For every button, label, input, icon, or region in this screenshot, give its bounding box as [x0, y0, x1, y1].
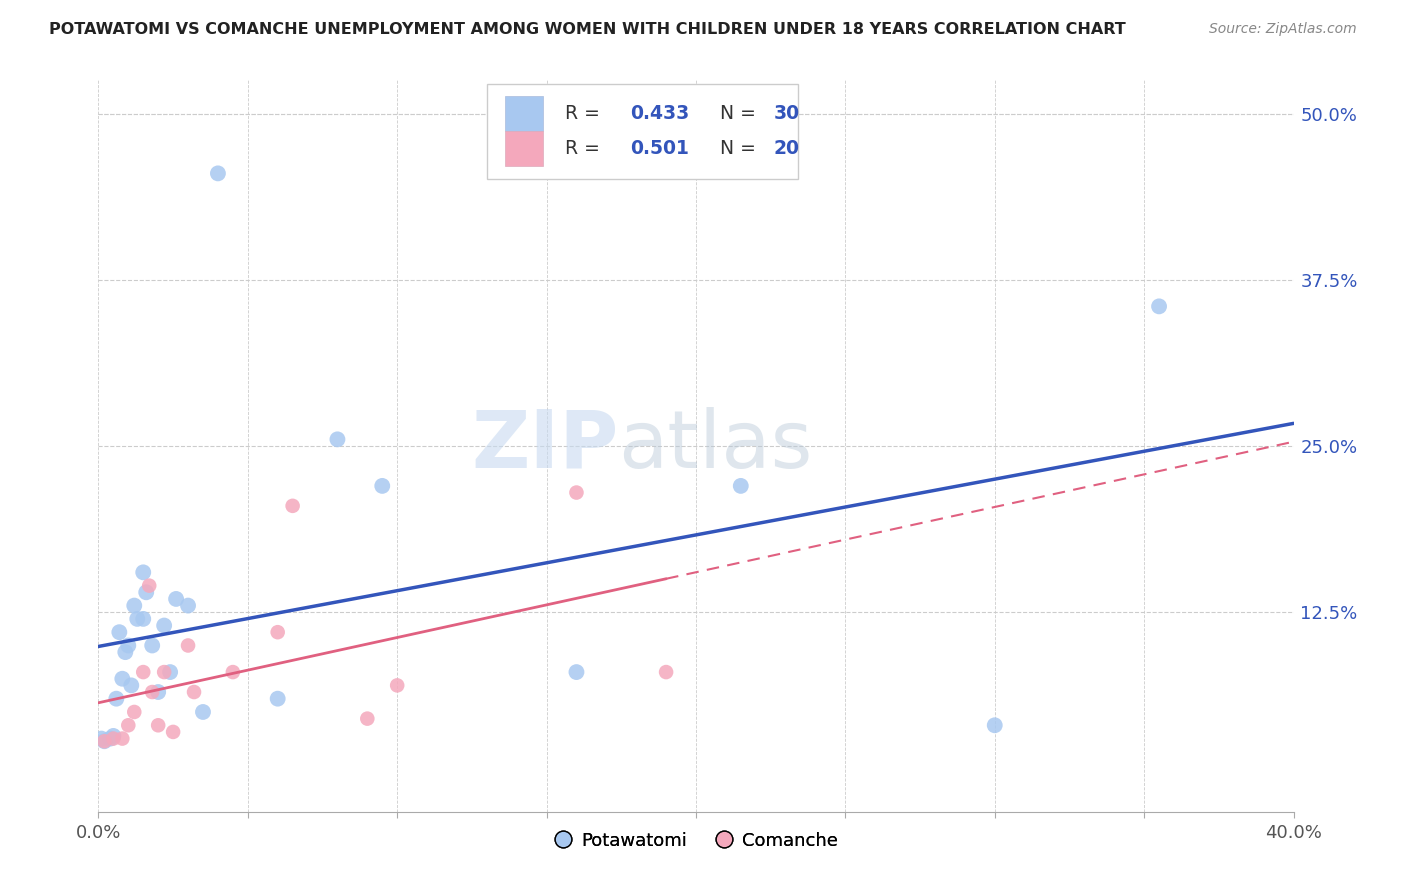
Point — [141, 639, 163, 653]
Point — [385, 678, 409, 692]
Point — [165, 591, 187, 606]
Point — [132, 665, 155, 679]
Point — [127, 612, 149, 626]
Text: Source: ZipAtlas.com: Source: ZipAtlas.com — [1209, 22, 1357, 37]
Point — [90, 731, 112, 746]
Point — [565, 665, 588, 679]
Text: atlas: atlas — [619, 407, 813, 485]
Point — [108, 625, 131, 640]
Point — [111, 672, 134, 686]
Point — [356, 712, 378, 726]
Text: 20: 20 — [773, 139, 800, 158]
Point — [565, 485, 588, 500]
Point — [326, 433, 349, 447]
Point — [93, 734, 115, 748]
Point — [267, 691, 290, 706]
Point — [371, 479, 394, 493]
Point — [103, 729, 125, 743]
Point — [117, 639, 139, 653]
Point — [730, 479, 752, 493]
Text: 0.433: 0.433 — [630, 104, 689, 123]
Point — [141, 685, 163, 699]
Point — [177, 599, 200, 613]
Point — [183, 685, 205, 699]
Point — [207, 166, 229, 180]
Point — [655, 665, 678, 679]
Point — [111, 731, 134, 746]
Text: R =: R = — [565, 104, 606, 123]
Point — [124, 705, 146, 719]
Point — [191, 705, 214, 719]
Point — [984, 718, 1007, 732]
Point — [138, 579, 160, 593]
Point — [267, 625, 290, 640]
Point — [148, 718, 170, 732]
Text: N =: N = — [709, 139, 762, 158]
Point — [222, 665, 245, 679]
Point — [120, 678, 142, 692]
Point — [132, 566, 155, 580]
Text: R =: R = — [565, 139, 606, 158]
Point — [153, 618, 176, 632]
Point — [114, 645, 136, 659]
Text: ZIP: ZIP — [471, 407, 619, 485]
FancyBboxPatch shape — [505, 96, 543, 131]
Point — [93, 734, 115, 748]
Point — [98, 731, 122, 746]
Point — [124, 599, 146, 613]
Text: 30: 30 — [773, 104, 800, 123]
Point — [148, 685, 170, 699]
Point — [1147, 299, 1170, 313]
Point — [177, 639, 200, 653]
Text: N =: N = — [709, 104, 762, 123]
Point — [103, 731, 125, 746]
Text: POTAWATOMI VS COMANCHE UNEMPLOYMENT AMONG WOMEN WITH CHILDREN UNDER 18 YEARS COR: POTAWATOMI VS COMANCHE UNEMPLOYMENT AMON… — [49, 22, 1126, 37]
FancyBboxPatch shape — [486, 84, 797, 179]
Legend: Potawatomi, Comanche: Potawatomi, Comanche — [547, 825, 845, 857]
Point — [159, 665, 181, 679]
Point — [105, 691, 128, 706]
FancyBboxPatch shape — [505, 131, 543, 166]
Point — [117, 718, 139, 732]
Point — [281, 499, 304, 513]
Point — [135, 585, 157, 599]
Point — [132, 612, 155, 626]
Point — [153, 665, 176, 679]
Point — [162, 725, 184, 739]
Text: 0.501: 0.501 — [630, 139, 689, 158]
